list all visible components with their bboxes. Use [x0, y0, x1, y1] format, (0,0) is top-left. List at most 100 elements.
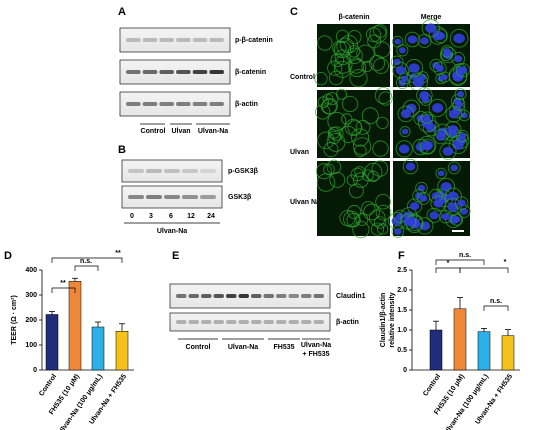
band — [159, 102, 174, 106]
significance-bracket — [435, 267, 461, 273]
nucleus — [405, 162, 416, 171]
cell-membrane — [336, 37, 354, 56]
nucleus — [419, 195, 428, 202]
column-label: β-catenin — [338, 14, 369, 21]
band — [142, 102, 158, 106]
cell-membrane — [405, 59, 424, 78]
cell-membrane — [451, 51, 466, 66]
band — [159, 70, 174, 74]
band — [263, 294, 274, 298]
cell-membrane — [428, 26, 448, 45]
cell-membrane — [347, 120, 363, 136]
band — [200, 169, 216, 173]
cell-membrane — [347, 204, 362, 219]
nucleus — [401, 75, 409, 82]
nucleus — [433, 199, 444, 208]
significance-label: * — [447, 260, 450, 267]
blot-label: GSK3β — [228, 194, 252, 201]
cell-membrane — [397, 105, 415, 123]
cell-membrane — [437, 177, 456, 196]
band — [200, 195, 216, 199]
band — [209, 70, 224, 74]
nucleus — [394, 228, 402, 235]
band — [226, 320, 237, 324]
cell-membrane — [327, 60, 343, 76]
cell-membrane — [430, 195, 447, 212]
band — [201, 320, 212, 324]
blot-label: β-actin — [336, 319, 359, 326]
y-tick-label: 0 — [33, 367, 37, 374]
y-axis-label: TEER (Ω · cm²) — [11, 295, 18, 345]
cell-membrane — [373, 24, 387, 38]
cell-membrane — [343, 210, 360, 228]
nucleus — [440, 182, 452, 192]
cell-membrane — [420, 111, 434, 124]
cell-membrane — [428, 98, 447, 117]
significance-label: n.s. — [80, 258, 92, 265]
nucleus — [395, 66, 406, 75]
nucleus — [395, 213, 405, 220]
significance-label: ** — [60, 280, 66, 287]
cell-membrane — [455, 196, 469, 210]
cell-membrane — [325, 92, 339, 106]
group-label: Ulvan — [171, 128, 190, 135]
cell-membrane — [367, 170, 379, 183]
row-label: Ulvan — [290, 149, 309, 156]
band — [176, 320, 187, 324]
band — [126, 38, 141, 42]
band — [176, 70, 191, 74]
cell-membrane — [421, 19, 440, 38]
cell-membrane — [438, 71, 451, 83]
significance-bracket — [483, 305, 509, 311]
cell-membrane — [433, 61, 447, 76]
cell-membrane — [335, 88, 347, 100]
y-tick-label: 0 — [403, 367, 407, 374]
y-tick-label: 1.5 — [397, 307, 407, 314]
cell-membrane — [416, 87, 433, 104]
cell-membrane — [376, 223, 389, 235]
nucleus — [450, 164, 459, 172]
cell-membrane — [317, 35, 333, 51]
nucleus — [429, 211, 439, 220]
cell-membrane — [314, 72, 328, 86]
bar — [453, 308, 467, 371]
nucleus — [458, 66, 468, 74]
band — [276, 320, 287, 324]
cell-membrane — [315, 163, 332, 180]
cell-membrane — [341, 95, 359, 113]
nucleus — [442, 146, 454, 156]
cell-membrane — [354, 144, 367, 157]
cell-membrane — [352, 137, 372, 156]
y-axis-label: relative intensity — [389, 292, 396, 347]
cell-membrane — [353, 172, 369, 188]
cell-membrane — [440, 45, 454, 58]
band — [276, 294, 287, 298]
group-label: Control — [186, 344, 211, 351]
nucleus — [454, 55, 463, 63]
cell-membrane — [372, 140, 389, 157]
significance-label: ** — [115, 250, 121, 257]
nucleus — [420, 37, 429, 45]
nucleus — [394, 38, 402, 45]
band — [209, 102, 224, 106]
cell-membrane — [368, 209, 386, 227]
group-label: Ulvan-Na — [301, 342, 331, 349]
band — [251, 294, 262, 298]
cell-membrane — [404, 31, 421, 48]
cell-membrane — [454, 88, 467, 101]
cell-membrane — [321, 98, 337, 115]
cell-membrane — [355, 213, 369, 226]
band — [301, 320, 312, 324]
cell-membrane — [402, 158, 419, 175]
nucleus — [443, 48, 451, 55]
cell-membrane — [364, 162, 383, 182]
row-label: Ulvan Na — [290, 199, 320, 206]
cell-membrane — [347, 30, 362, 45]
band — [182, 195, 198, 199]
cell-membrane — [429, 58, 443, 72]
cell-membrane — [355, 119, 371, 135]
band — [288, 320, 299, 324]
cell-membrane — [369, 25, 387, 43]
nucleus — [403, 217, 414, 226]
band — [238, 320, 249, 324]
